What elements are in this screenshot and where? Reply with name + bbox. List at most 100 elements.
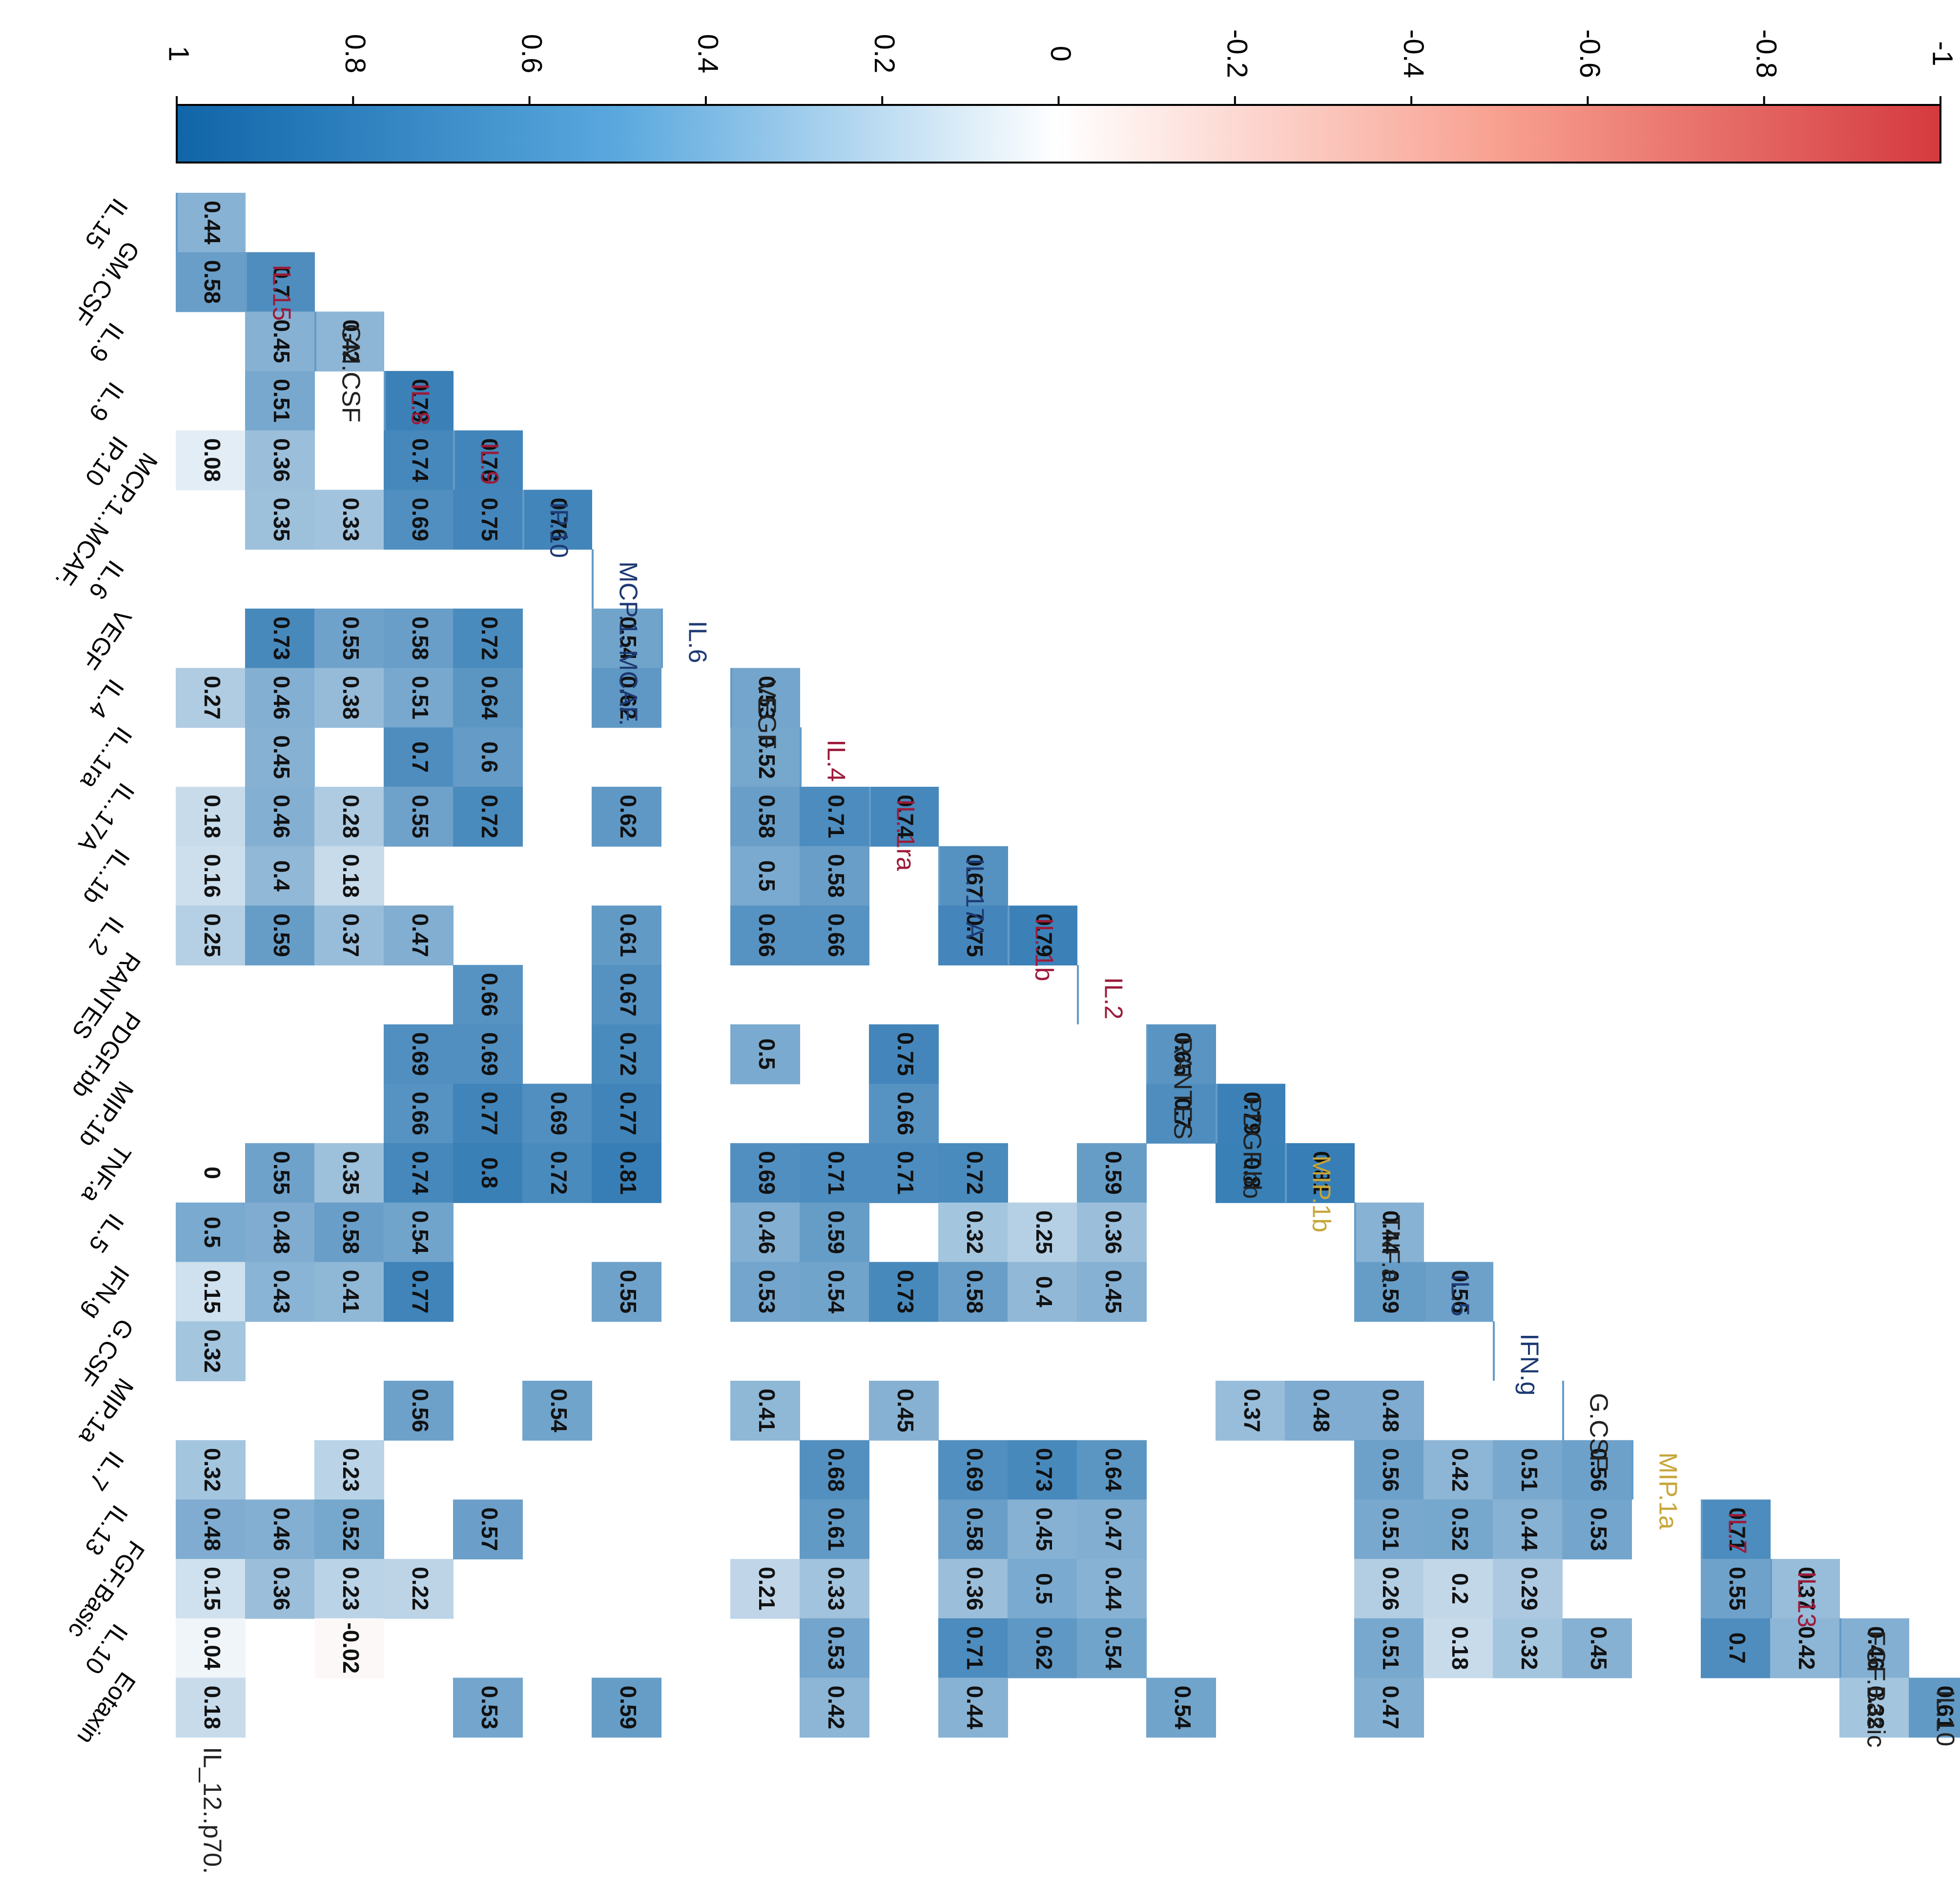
cell-value-label: 0.58 [408,616,433,660]
cell-value-label: 0.5 [754,1039,780,1070]
heatmap-cell-rect [176,1202,246,1263]
cell-value-label: 0.81 [616,1151,641,1195]
heatmap-cell: 0.46 [245,1499,315,1560]
heatmap-cell: 0.6 [453,727,523,787]
heatmap-cell-rect [1285,1381,1355,1441]
heatmap-cell: 0.79 [1216,1084,1285,1144]
heatmap-cell-rect [384,668,454,728]
heatmap-cell-rect [176,252,246,312]
row-label-group: IL.4 [800,727,850,787]
heatmap-cell: 0.56 [1354,1440,1424,1500]
heatmap-cell-rect [592,905,661,966]
cell-value-label: 0.38 [338,676,364,720]
cell-value-label: 0.44 [1378,1210,1403,1254]
column-label: IL..1ra [75,722,137,794]
heatmap-cell-rect [730,846,800,906]
cell-value-label: 0.4 [1032,1276,1057,1307]
row-label: IL..17A [960,859,989,939]
cell-value-label: 0.69 [408,498,433,542]
heatmap-cell-rect [730,1381,800,1441]
heatmap-cell: 0.35 [245,490,315,550]
heatmap-cell-rect [453,1499,523,1560]
cell-value-label: 0.2 [1447,1573,1473,1604]
heatmap-cell-rect [314,668,384,728]
cell-value-label: 0.47 [1378,1686,1403,1730]
heatmap-cell: 0.71 [800,787,869,847]
cell-value-label: 0.35 [269,498,294,542]
heatmap-cell-rect [314,311,384,372]
cell-value-label: 0.47 [1101,1507,1126,1551]
heatmap-cell: 0.7 [384,727,454,787]
cell-value-label: 0.55 [408,795,433,838]
cell-value-label: 0.36 [962,1567,988,1611]
heatmap-cell-rect [730,668,800,728]
heatmap-cell-rect [869,1024,939,1084]
cell-value-label: 0.46 [754,1210,780,1254]
cell-value-label: 0.77 [477,1092,502,1136]
heatmap-cell-rect [592,668,661,728]
colorbar-tick-label: 0.6 [516,34,547,74]
cell-value-label: 0.5 [754,860,780,892]
cell-value-label: 0.51 [269,379,294,423]
cell-value-label: 0.79 [408,379,433,423]
cell-value-label: 0.59 [269,913,294,957]
cell-value-label: 0.72 [616,1032,641,1076]
heatmap-cell-rect [1562,1440,1632,1500]
colorbar-tick-label: 0.2 [868,34,900,74]
row-label-group: VEGF [730,668,781,749]
heatmap-cell: 0.47 [1077,1499,1147,1560]
heatmap-cell-rect [1354,1202,1424,1263]
heatmap-cell: 0.66 [730,905,800,966]
cell-value-label: 0.73 [269,616,294,660]
row-label: IL.5 [1445,1274,1474,1317]
colorbar-tick-label: -1 [1927,41,1959,66]
heatmap-cell: 0.48 [1285,1381,1355,1441]
cell-value-label: 0.25 [200,913,225,957]
cell-value-label: 0.69 [408,1032,433,1076]
heatmap-cell: 0.52 [1424,1499,1493,1560]
heatmap-cell: 0.18 [176,1677,246,1738]
heatmap-cell: 0.32 [938,1202,1008,1263]
column-labels: IL.15GM.CSFIL.9IL.9IP.10MCP.1..MCAF.IL.6… [50,193,163,1749]
column-label: TNF.a [77,1140,136,1209]
cell-value-label: 0.55 [269,1151,294,1195]
cell-value-label: 0.66 [477,973,502,1017]
row-label: IL.10 [1931,1690,1959,1747]
cell-value-label: 0.45 [1101,1270,1126,1314]
heatmap-cell: 0.42 [800,1677,869,1738]
heatmap-cell-rect [869,787,939,847]
colorbar-tick-label: -0.8 [1750,29,1782,78]
heatmap-cell-rect [1077,1143,1147,1203]
heatmap-cell-rect [384,1262,454,1322]
heatmap-cell-rect [176,1677,246,1738]
heatmap-cell-rect [938,1677,1008,1738]
heatmap-cell: 0.72 [592,1024,661,1084]
heatmap-cell-rect [245,905,315,966]
cell-value-label: 0.25 [1032,1210,1057,1254]
heatmap-cell-rect [938,1262,1008,1322]
heatmap-cell: 0.74 [384,1143,454,1203]
heatmap-cell-rect [453,608,523,669]
cell-value-label: 0.42 [1447,1448,1473,1492]
heatmap-cell-rect [1424,1262,1493,1322]
heatmap-cell-rect [1354,1440,1424,1500]
cell-value-label: 0.4 [269,860,294,892]
heatmap-cell: 0.59 [800,1202,869,1263]
heatmap-cell: 0.55 [314,608,384,669]
heatmap-cell: 0.73 [869,1262,939,1322]
colorbar-tick-label: -0.2 [1221,29,1253,78]
heatmap-cell-rect [1562,1618,1632,1678]
cell-value-label: 0.15 [200,1270,225,1314]
row-label: PDGF.bb [1238,1096,1266,1199]
heatmap-cell: 0.76 [453,430,523,491]
row-label-group: IL.5 [1424,1262,1474,1322]
row-label-group: IL.2 [1077,965,1127,1024]
heatmap-cell: 0.67 [592,965,661,1025]
heatmap-cell: 0.62 [1008,1618,1077,1678]
cell-value-label: 0.59 [1101,1151,1126,1195]
heatmap-cell: 0.43 [245,1262,315,1322]
heatmap-cell-rect [800,1143,869,1203]
row-label: G.CSF [1584,1393,1612,1471]
heatmap-cell-rect [522,1084,592,1144]
heatmap-cell: 0.38 [314,668,384,728]
